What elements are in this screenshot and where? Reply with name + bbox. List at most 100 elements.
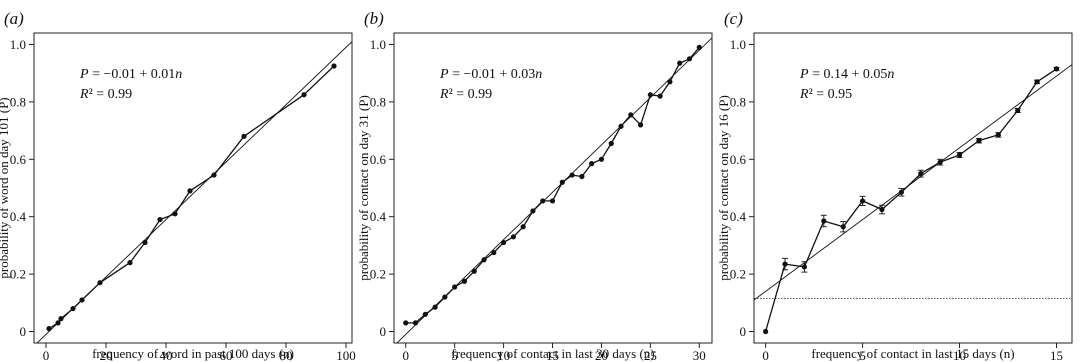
- data-point: [696, 44, 702, 50]
- y-tick-label: 0: [740, 324, 747, 339]
- data-point: [821, 218, 827, 224]
- x-tick-label: 20: [100, 348, 113, 362]
- y-axis-label: probability of contact on day 31 (P): [356, 95, 371, 281]
- data-point: [127, 260, 133, 266]
- y-tick-label: 0.4: [10, 209, 27, 224]
- data-point: [637, 122, 644, 128]
- data-point: [211, 172, 217, 178]
- y-tick-label: 0.6: [730, 152, 747, 167]
- data-series-line: [48, 65, 335, 330]
- y-tick-label: 0: [380, 324, 387, 339]
- x-axis-label: frequency of contact in last 30 days (n): [451, 346, 654, 361]
- data-point: [452, 284, 458, 290]
- x-tick-label: 0: [43, 348, 50, 362]
- data-point: [1053, 66, 1060, 72]
- panel-label: (a): [4, 9, 24, 28]
- data-point: [55, 320, 61, 326]
- x-tick-label: 15: [1050, 348, 1063, 362]
- data-point: [918, 171, 924, 177]
- data-point: [172, 211, 178, 217]
- y-axis-label: probability of word on day 101 (P): [0, 97, 11, 278]
- data-point: [898, 189, 904, 195]
- data-point: [97, 280, 103, 286]
- data-point: [1034, 79, 1040, 85]
- data-point: [510, 234, 516, 240]
- data-point: [422, 311, 428, 317]
- y-tick-label: 1.0: [370, 37, 386, 52]
- data-point: [579, 173, 585, 180]
- x-tick-label: 10: [953, 348, 966, 362]
- data-point: [142, 239, 148, 246]
- plot-frame: [33, 32, 353, 344]
- data-point: [540, 198, 546, 204]
- data-point: [530, 208, 536, 214]
- panel-label: (b): [364, 9, 384, 28]
- plot-frame: [753, 32, 1073, 344]
- x-tick-label: 5: [451, 348, 458, 362]
- data-point: [879, 206, 885, 213]
- data-point: [859, 198, 866, 204]
- data-point: [412, 320, 419, 326]
- data-point: [79, 297, 85, 303]
- data-point: [763, 328, 769, 335]
- y-tick-label: 0: [20, 324, 27, 339]
- y-tick-label: 0.2: [10, 267, 26, 282]
- data-point: [432, 304, 438, 310]
- r-squared: R² = 0.99: [439, 87, 492, 102]
- data-point: [491, 249, 497, 256]
- x-tick-label: 20: [595, 348, 608, 362]
- x-tick-label: 30: [693, 348, 706, 362]
- fit-equation: P = −0.01 + 0.01n: [79, 67, 182, 82]
- y-tick-label: 1.0: [730, 37, 746, 52]
- data-point: [647, 92, 653, 98]
- data-point: [157, 216, 163, 223]
- fit-equation: P = −0.01 + 0.03n: [439, 67, 542, 82]
- data-point: [618, 123, 624, 129]
- x-tick-label: 10: [497, 348, 510, 362]
- x-tick-label: 0: [762, 348, 769, 362]
- data-point: [241, 133, 247, 139]
- panel-c: (c) 0 5 10 15 0 0.2 0.4 0.6 0.8 1.0 frequency of co…: [716, 9, 1073, 362]
- panel-b: (b) 0 5 10 15 20 25 30 0 0.2 0.4 0.6 0.8 1.0 frequency…: [356, 9, 713, 362]
- data-point: [461, 278, 468, 284]
- x-tick-label: 25: [644, 348, 657, 362]
- r-squared: R² = 0.95: [799, 87, 852, 102]
- data-point: [667, 79, 673, 85]
- data-point: [801, 264, 808, 270]
- data-point: [471, 268, 477, 274]
- x-axis-label: frequency of word in past 100 days (n): [92, 346, 294, 361]
- data-point: [937, 159, 943, 165]
- y-tick-label: 0.4: [370, 209, 387, 224]
- fit-equation: P = 0.14 + 0.05n: [799, 67, 894, 82]
- data-point: [628, 112, 634, 118]
- data-point: [569, 172, 575, 178]
- data-point: [657, 93, 663, 99]
- y-tick-label: 1.0: [10, 37, 26, 52]
- data-point: [500, 239, 507, 246]
- y-tick-label: 0.8: [370, 94, 386, 109]
- x-tick-label: 15: [546, 348, 559, 362]
- y-tick-label: 0.2: [370, 267, 386, 282]
- y-axis-label: probability of contact on day 16 (P): [716, 95, 731, 281]
- data-point: [481, 257, 487, 263]
- data-series-line: [764, 68, 1057, 332]
- data-point: [995, 132, 1001, 138]
- data-point: [677, 60, 683, 66]
- data-point: [608, 140, 614, 147]
- data-point: [58, 316, 64, 322]
- data-point: [520, 224, 526, 230]
- data-point: [403, 320, 409, 326]
- panel-label: (c): [724, 9, 743, 28]
- panel-a: (a) 0 20 40 60 80 100 0 0.2 0.4 0.6 0.8 1.0 frequency…: [0, 9, 356, 362]
- y-tick-label: 0.2: [730, 267, 746, 282]
- data-point: [442, 294, 448, 300]
- data-point: [70, 305, 76, 312]
- r-squared: R² = 0.99: [79, 87, 132, 102]
- x-tick-label: 80: [280, 348, 293, 362]
- x-axis-label: frequency of contact in last 15 days (n): [811, 346, 1014, 361]
- y-tick-label: 0.6: [370, 152, 387, 167]
- data-point: [782, 261, 788, 267]
- data-point: [976, 138, 982, 144]
- data-point: [331, 63, 337, 69]
